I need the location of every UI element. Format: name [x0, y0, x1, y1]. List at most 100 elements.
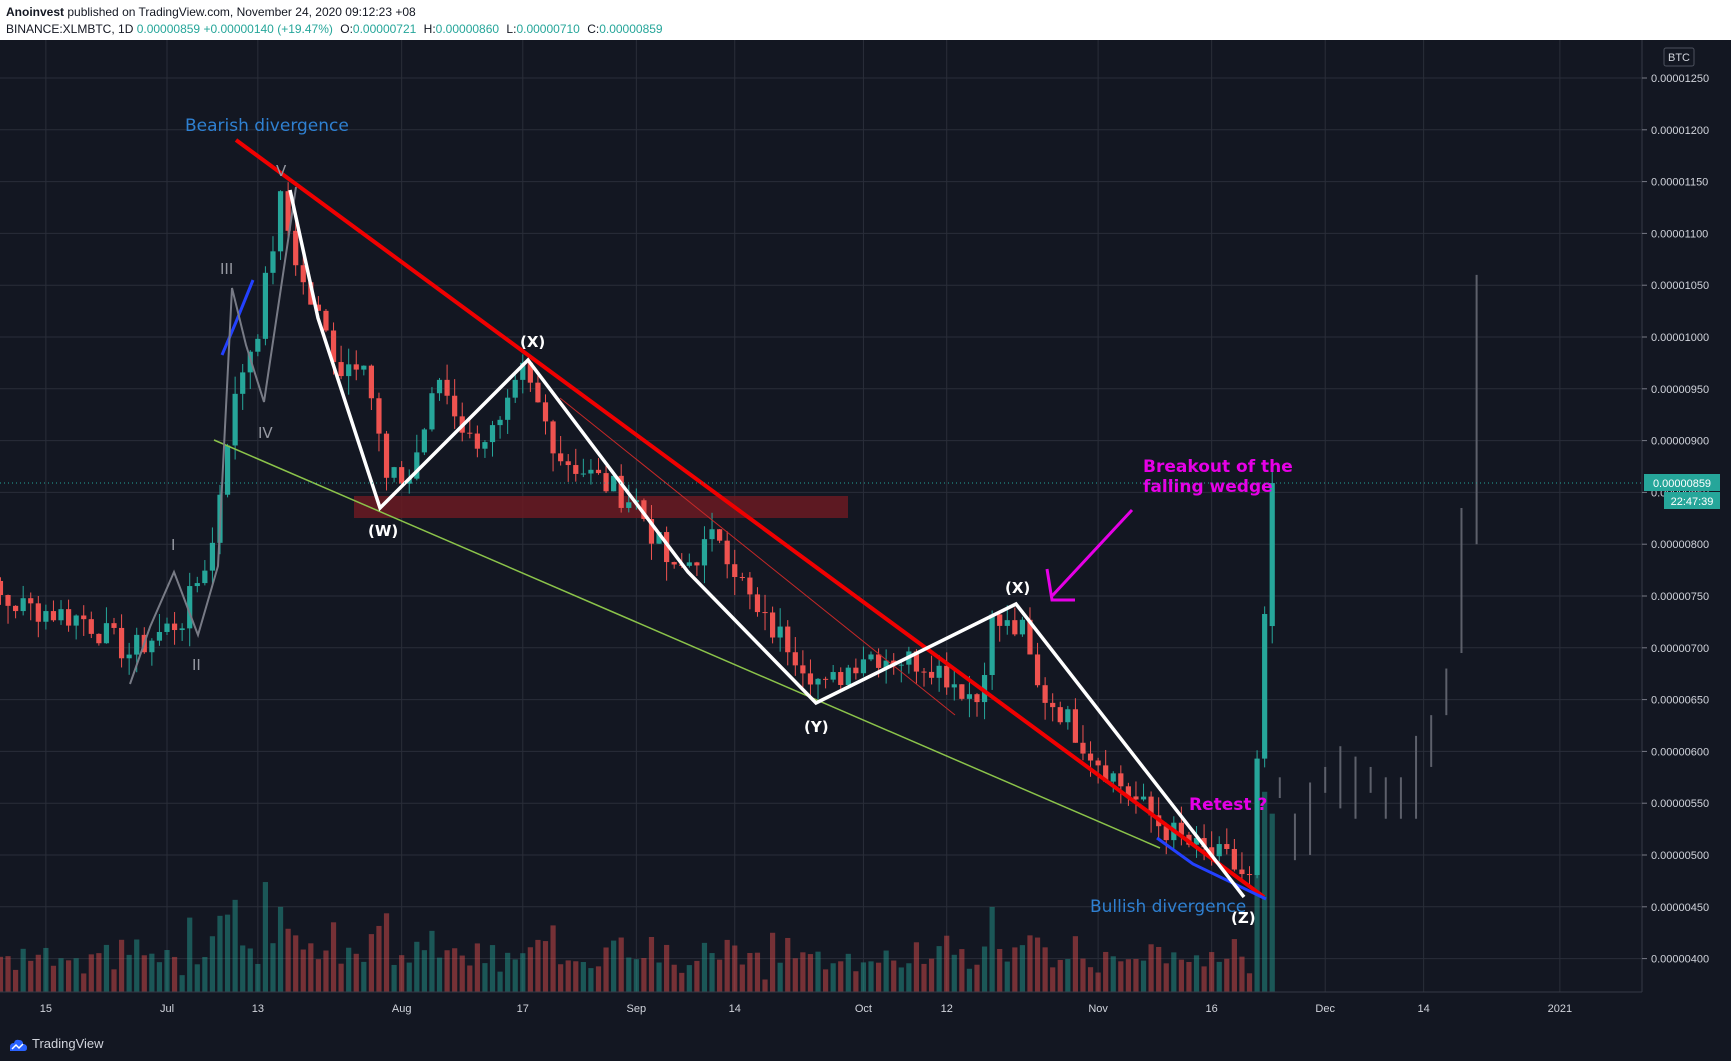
candle-body[interactable] — [800, 665, 806, 674]
wedge-support-line[interactable] — [213, 439, 1161, 849]
inner-trend-line[interactable] — [559, 397, 956, 716]
candle-body[interactable] — [550, 421, 556, 454]
candle-body[interactable] — [611, 475, 617, 492]
candle-body[interactable] — [1254, 758, 1260, 876]
candle-body[interactable] — [822, 678, 829, 680]
candle-body[interactable] — [194, 583, 200, 587]
candle-body[interactable] — [724, 540, 730, 565]
candle-body[interactable] — [247, 351, 253, 373]
candle-body[interactable] — [565, 461, 571, 466]
candle-body[interactable] — [65, 609, 72, 626]
candle-body[interactable] — [1072, 709, 1078, 743]
candle-body[interactable] — [330, 330, 337, 363]
candle-body[interactable] — [883, 660, 889, 668]
resistance-zone[interactable] — [354, 496, 848, 518]
candle-body[interactable] — [5, 595, 11, 606]
candle-body[interactable] — [913, 651, 920, 672]
candle-body[interactable] — [921, 671, 927, 673]
candle-body[interactable] — [444, 379, 450, 396]
candle-body[interactable] — [1178, 822, 1184, 835]
candle-body[interactable] — [429, 393, 435, 430]
candle-body[interactable] — [489, 425, 496, 443]
candle-body[interactable] — [187, 586, 193, 629]
candle-body[interactable] — [588, 469, 594, 474]
candle-body[interactable] — [43, 611, 49, 622]
candle-body[interactable] — [898, 664, 904, 666]
bullish-divergence-line[interactable] — [1156, 836, 1267, 901]
candle-body[interactable] — [1209, 847, 1215, 857]
candle-body[interactable] — [777, 626, 783, 638]
candle-body[interactable] — [436, 379, 443, 394]
tradingview-logo[interactable]: TradingView — [6, 1036, 104, 1052]
candle-body[interactable] — [126, 654, 132, 659]
candle-body[interactable] — [527, 362, 533, 383]
candle-body[interactable] — [315, 304, 321, 311]
candle-body[interactable] — [981, 675, 988, 703]
candle-body[interactable] — [1125, 786, 1131, 797]
candle-body[interactable] — [989, 614, 995, 676]
candle-body[interactable] — [103, 623, 110, 644]
time-axis-labels[interactable]: 15 Jul 13 Aug 17 Sep 14 Oct 12 Nov 16 Dec 14 2021 — [40, 1003, 1572, 1015]
candle-body[interactable] — [308, 282, 314, 305]
candle-body[interactable] — [240, 372, 246, 394]
candle-body[interactable] — [542, 402, 549, 422]
candle-body[interactable] — [0, 580, 4, 596]
candle-body[interactable] — [626, 502, 632, 508]
candle-body[interactable] — [376, 398, 382, 434]
candle-body[interactable] — [1087, 753, 1094, 761]
candle-body[interactable] — [164, 623, 170, 632]
candle-body[interactable] — [171, 623, 178, 631]
candle-body[interactable] — [868, 654, 874, 660]
candle-body[interactable] — [1004, 620, 1010, 626]
candle-body[interactable] — [694, 562, 700, 566]
candle-body[interactable] — [959, 684, 965, 699]
candle-body[interactable] — [156, 631, 163, 641]
candle-body[interactable] — [1042, 685, 1048, 703]
candle-body[interactable] — [28, 598, 34, 604]
candle-body[interactable] — [739, 577, 745, 579]
candle-body[interactable] — [20, 598, 26, 612]
candle-body[interactable] — [1201, 838, 1207, 848]
candle-body[interactable] — [520, 362, 526, 380]
candle-body[interactable] — [838, 672, 844, 686]
candle-body[interactable] — [792, 652, 798, 666]
candle-body[interactable] — [1095, 760, 1101, 766]
candle-body[interactable] — [1269, 483, 1275, 627]
candle-body[interactable] — [96, 633, 102, 644]
candle-body[interactable] — [951, 684, 957, 688]
candle-body[interactable] — [928, 671, 935, 678]
candle-body[interactable] — [58, 609, 64, 621]
candle-body[interactable] — [111, 623, 117, 628]
candle-body[interactable] — [134, 634, 140, 655]
breakout-arrow-shaft[interactable] — [1050, 508, 1134, 598]
candle-body[interactable] — [209, 542, 216, 571]
candle-body[interactable] — [966, 694, 973, 699]
bearish-divergence-line[interactable] — [220, 279, 255, 356]
candle-body[interactable] — [13, 605, 19, 612]
candle-body[interactable] — [1050, 702, 1056, 708]
candle-body[interactable] — [686, 562, 692, 566]
candle-body[interactable] — [535, 382, 541, 403]
candle-body[interactable] — [482, 442, 488, 449]
candle-body[interactable] — [853, 667, 859, 674]
candle-body[interactable] — [1110, 773, 1116, 782]
candle-body[interactable] — [300, 265, 306, 283]
candle-body[interactable] — [603, 473, 609, 492]
candle-body[interactable] — [580, 473, 586, 475]
candle-body[interactable] — [664, 532, 670, 563]
candle-body[interactable] — [770, 612, 776, 638]
candle-body[interactable] — [754, 594, 761, 613]
candle-body[interactable] — [618, 475, 624, 508]
candle-body[interactable] — [361, 365, 367, 370]
candle-body[interactable] — [1239, 869, 1245, 875]
price-scale[interactable] — [1642, 40, 1731, 1024]
candle-body[interactable] — [285, 191, 291, 231]
candle-body[interactable] — [421, 429, 427, 453]
candle-body[interactable] — [1027, 619, 1033, 655]
candle-body[interactable] — [936, 665, 942, 678]
candle-body[interactable] — [35, 603, 41, 622]
candle-body[interactable] — [224, 445, 231, 495]
candle-body[interactable] — [414, 452, 420, 479]
candle-body[interactable] — [1034, 654, 1041, 686]
candle-body[interactable] — [467, 432, 473, 434]
